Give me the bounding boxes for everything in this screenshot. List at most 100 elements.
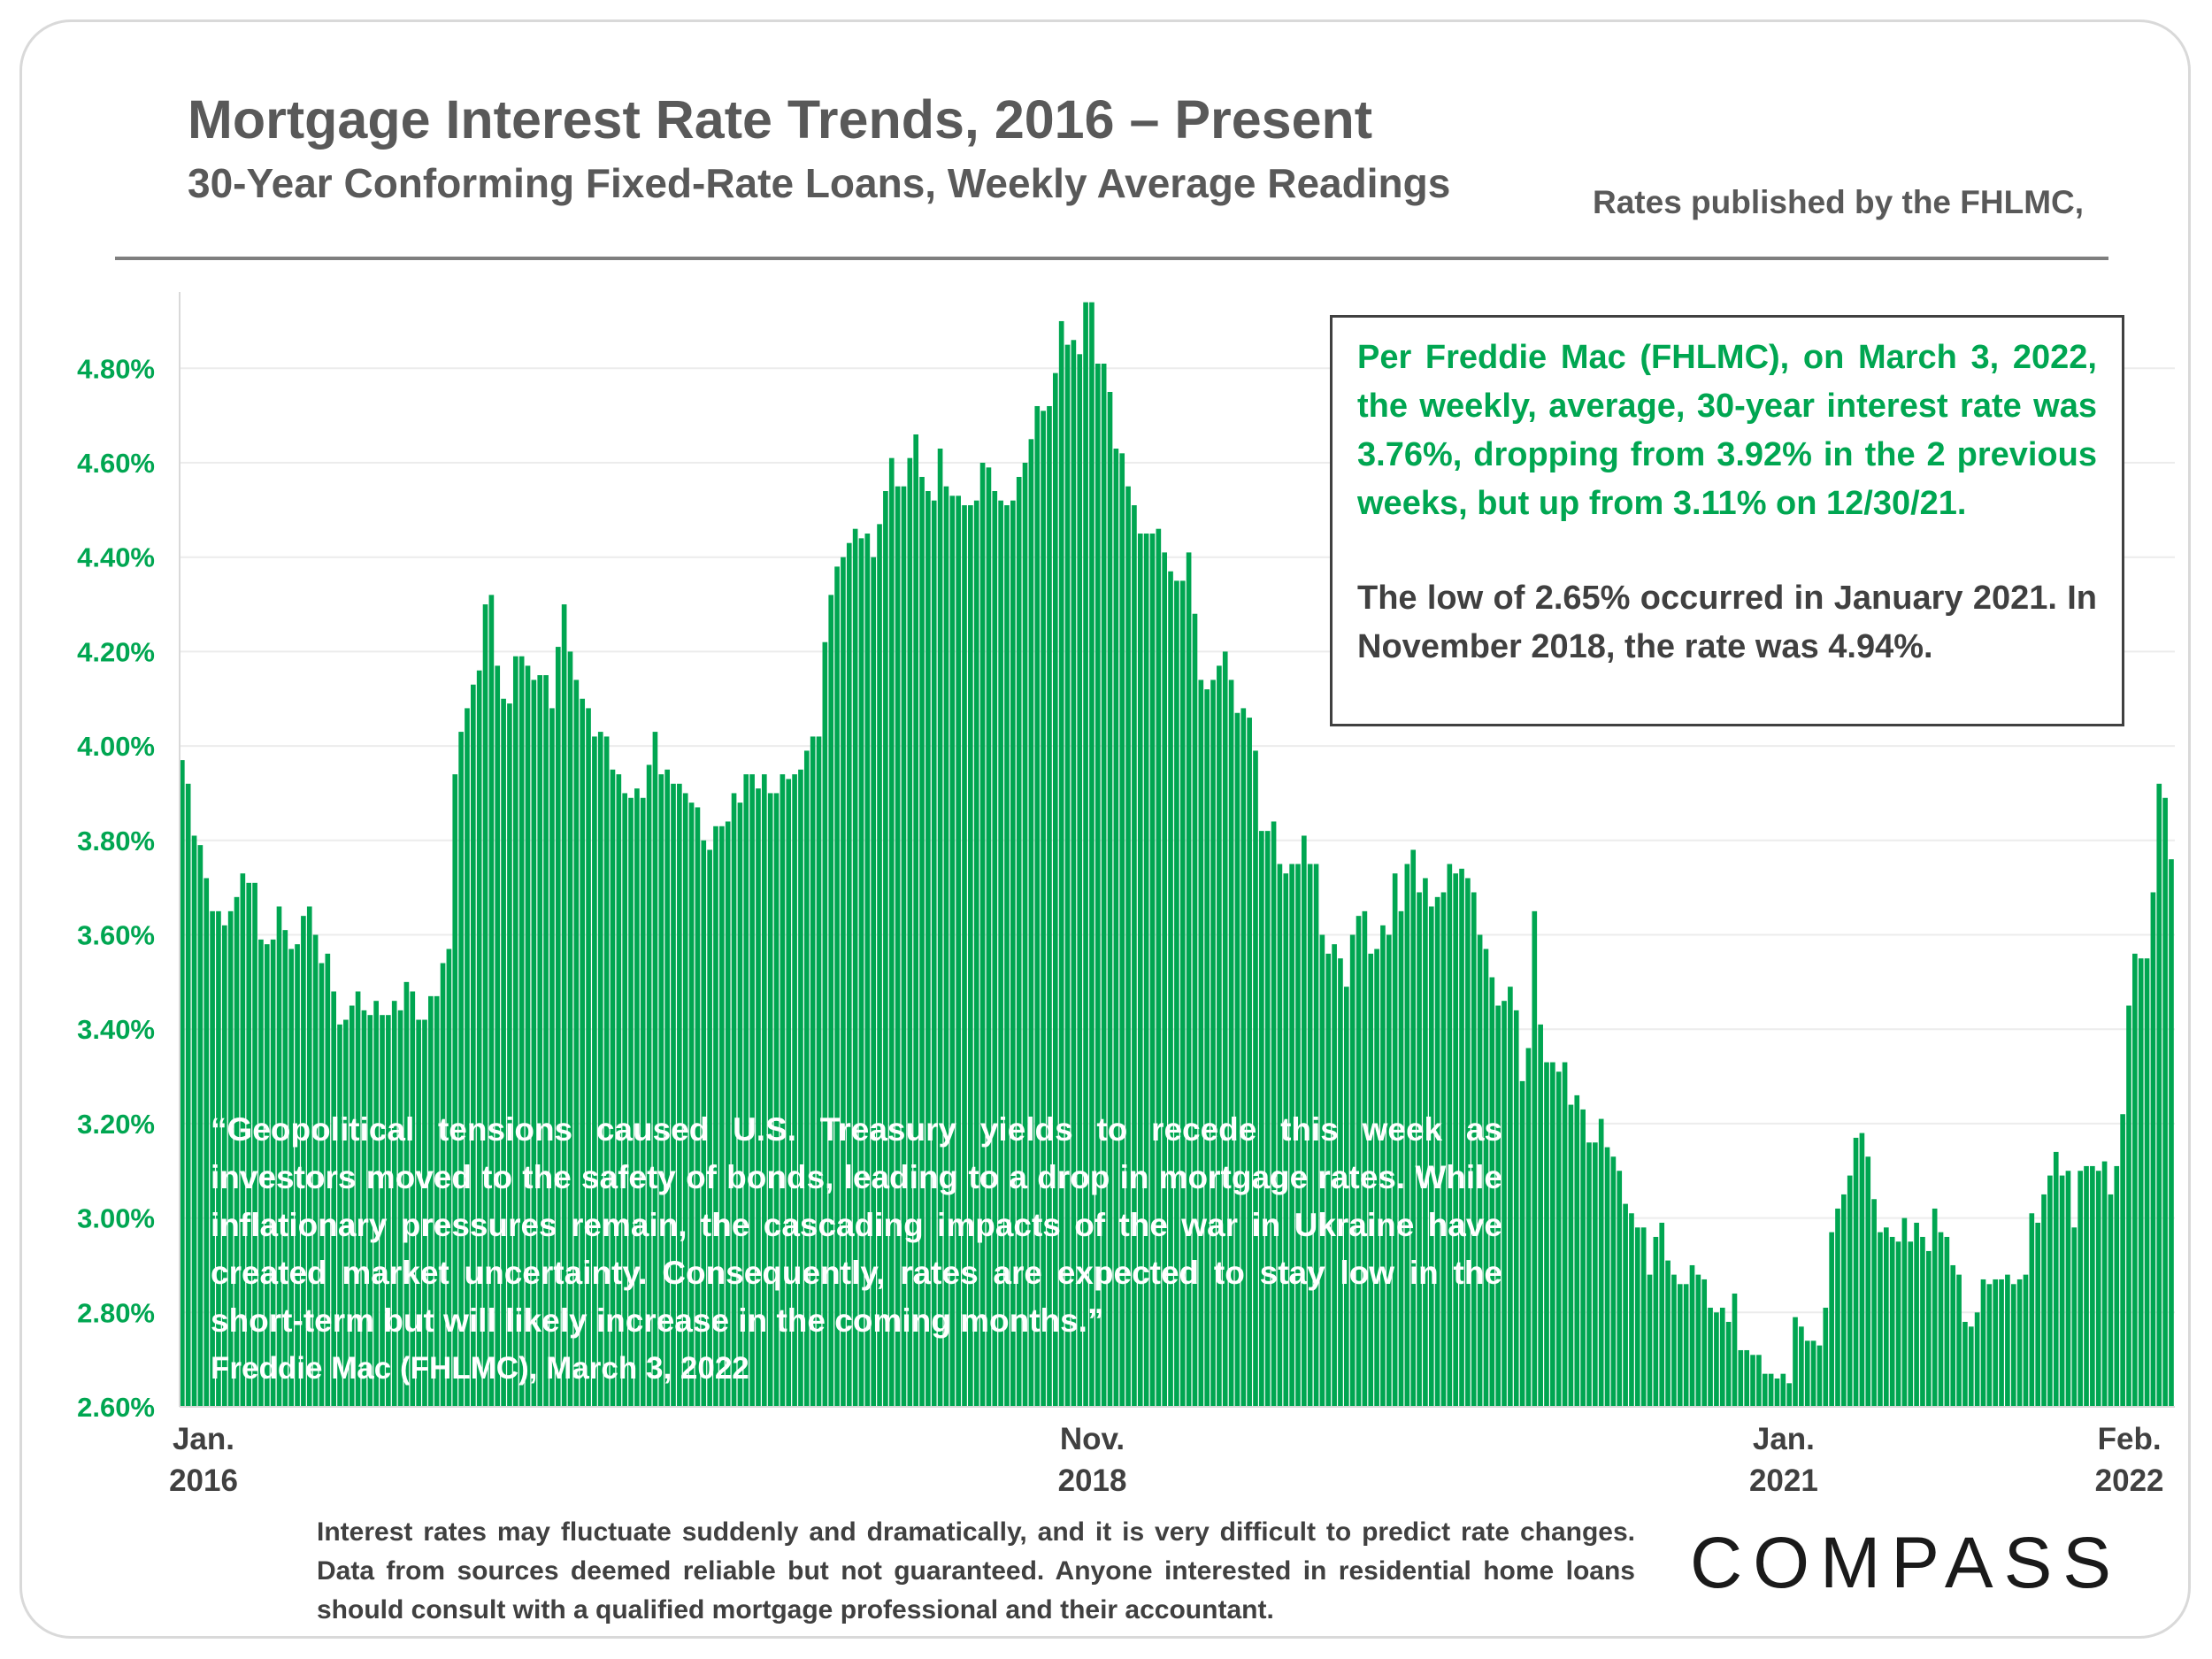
bar [737, 803, 743, 1407]
bar [1149, 534, 1156, 1407]
axes [179, 292, 2175, 1408]
bar [1653, 1236, 1659, 1407]
bar [1640, 1227, 1647, 1407]
bar [258, 939, 264, 1407]
bar [367, 1015, 373, 1407]
bar [1865, 1156, 1871, 1407]
bar [634, 788, 640, 1407]
bar [1217, 665, 1222, 1407]
bar [580, 698, 586, 1407]
bar [2010, 1284, 2016, 1407]
y-tick-label: 3.20% [77, 1109, 155, 1140]
bar [555, 647, 561, 1407]
bar [1192, 613, 1198, 1407]
bar [465, 708, 470, 1407]
bar [1562, 1062, 1568, 1407]
callout-current-rate-text: Per Freddie Mac (FHLMC), on March 3, 202… [1357, 339, 2097, 522]
bar [1028, 439, 1034, 1407]
bar [531, 680, 537, 1407]
y-tick-label: 2.60% [77, 1392, 155, 1423]
bar [1125, 486, 1131, 1408]
bar [767, 793, 773, 1407]
bar [204, 878, 210, 1407]
bar [1695, 1274, 1701, 1407]
bar [652, 732, 658, 1407]
bar [1319, 934, 1325, 1407]
bar [1313, 864, 1319, 1407]
bar [841, 557, 846, 1407]
bar [1853, 1137, 1859, 1407]
bar [386, 1015, 391, 1407]
bar [979, 463, 986, 1407]
bar [1210, 680, 1216, 1407]
bar [658, 774, 664, 1407]
y-tick-label: 3.00% [77, 1203, 155, 1234]
bar [1574, 1094, 1580, 1407]
source-note: Rates published by the FHLMC, [1593, 184, 2085, 220]
bar [234, 896, 240, 1407]
bar [2114, 1165, 2120, 1407]
bar [2162, 797, 2168, 1407]
bar [695, 807, 701, 1407]
bar [883, 491, 888, 1407]
quote-attribution: Freddie Mac (FHLMC), March 3, 2022 [211, 1351, 749, 1386]
bar [1277, 864, 1283, 1407]
bar [1101, 363, 1107, 1408]
bar [2150, 892, 2156, 1407]
bar [518, 656, 525, 1407]
bar [2169, 859, 2174, 1407]
bar [973, 500, 979, 1408]
bar [986, 467, 992, 1407]
bar [677, 783, 682, 1407]
bar [440, 963, 446, 1407]
bar [355, 991, 361, 1407]
bar [2156, 783, 2162, 1407]
bar [1550, 1062, 1555, 1407]
bar [1799, 1326, 1804, 1407]
bar [1047, 405, 1052, 1408]
bar [512, 656, 518, 1407]
bar [2005, 1274, 2010, 1407]
bar [1538, 1024, 1543, 1407]
bar [864, 534, 871, 1407]
bar [1222, 651, 1228, 1407]
bar [191, 835, 197, 1407]
bar [1956, 1274, 1962, 1407]
bar [543, 675, 549, 1407]
bar [537, 675, 543, 1407]
bar [888, 457, 895, 1408]
bar [913, 434, 918, 1407]
bar [1362, 910, 1368, 1407]
bar [1094, 363, 1101, 1408]
bar [877, 524, 882, 1407]
bar [937, 449, 943, 1407]
bar [1544, 1062, 1549, 1407]
bar [1447, 864, 1453, 1407]
bar [2090, 1165, 2095, 1407]
bar [482, 604, 488, 1407]
bar [343, 1019, 349, 1407]
bar [1198, 680, 1204, 1407]
bar [264, 944, 270, 1407]
bar [246, 882, 252, 1407]
bar [810, 736, 816, 1407]
bar [949, 495, 956, 1407]
bar [1283, 873, 1289, 1407]
bar [664, 769, 670, 1407]
bar [701, 840, 707, 1407]
rate-summary-callout: Per Freddie Mac (FHLMC), on March 3, 202… [1330, 315, 2124, 726]
bar [1302, 835, 1307, 1407]
bar [1143, 534, 1149, 1407]
bar [943, 486, 949, 1408]
bar [597, 732, 603, 1407]
bar [306, 906, 312, 1407]
bar [1671, 1274, 1677, 1407]
bar [1756, 1355, 1762, 1407]
bar [1440, 892, 1447, 1407]
bar [1968, 1326, 1974, 1407]
bar [1762, 1373, 1768, 1407]
bar [1089, 302, 1094, 1407]
bar [507, 703, 512, 1407]
quote-text: “Geopolitical tensions caused U.S. Treas… [211, 1111, 1502, 1339]
